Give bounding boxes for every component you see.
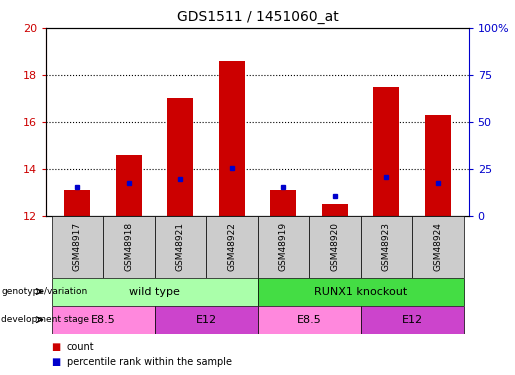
Bar (219, 61, 245, 216)
Text: E8.5: E8.5 (297, 315, 321, 325)
Bar (52, 306, 154, 334)
Text: GSM48924: GSM48924 (433, 222, 442, 271)
Bar (373, 87, 399, 216)
Bar (322, 204, 348, 216)
Text: GSM48921: GSM48921 (176, 222, 185, 271)
Bar (154, 306, 258, 334)
Bar (425, 115, 451, 216)
Text: GSM48917: GSM48917 (73, 222, 82, 271)
Bar (412, 216, 464, 278)
Bar (258, 306, 360, 334)
Text: E12: E12 (195, 315, 217, 325)
Text: count: count (67, 342, 95, 352)
Bar (258, 278, 464, 306)
Text: E12: E12 (401, 315, 423, 325)
Text: wild type: wild type (129, 286, 180, 297)
Text: ■: ■ (52, 342, 61, 352)
Text: percentile rank within the sample: percentile rank within the sample (67, 357, 232, 367)
Text: RUNX1 knockout: RUNX1 knockout (314, 286, 407, 297)
Text: GSM48920: GSM48920 (330, 222, 339, 271)
Bar (52, 216, 103, 278)
Text: GDS1511 / 1451060_at: GDS1511 / 1451060_at (177, 10, 338, 24)
Text: GSM48923: GSM48923 (382, 222, 391, 271)
Text: E8.5: E8.5 (91, 315, 115, 325)
Text: ■: ■ (52, 357, 61, 367)
Bar (167, 99, 193, 216)
Bar (103, 216, 154, 278)
Bar (64, 190, 90, 216)
Bar (270, 190, 296, 216)
Bar (258, 216, 309, 278)
Bar (206, 216, 258, 278)
Bar (52, 278, 258, 306)
Text: GSM48919: GSM48919 (279, 222, 288, 271)
Text: GSM48922: GSM48922 (227, 222, 236, 271)
Bar (116, 154, 142, 216)
Text: genotype/variation: genotype/variation (1, 287, 87, 296)
Bar (154, 216, 206, 278)
Bar (360, 216, 412, 278)
Text: GSM48918: GSM48918 (124, 222, 133, 271)
Bar (360, 306, 464, 334)
Bar (309, 216, 360, 278)
Text: development stage: development stage (1, 315, 89, 324)
